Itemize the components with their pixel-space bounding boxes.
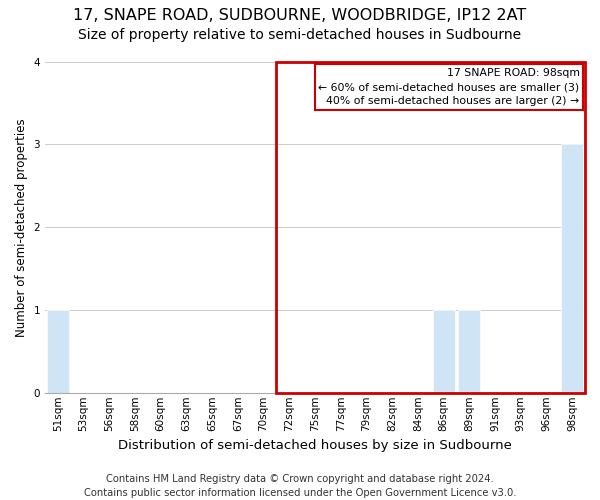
Bar	[433, 310, 455, 393]
X-axis label: Distribution of semi-detached houses by size in Sudbourne: Distribution of semi-detached houses by …	[118, 440, 512, 452]
Text: 17, SNAPE ROAD, SUDBOURNE, WOODBRIDGE, IP12 2AT: 17, SNAPE ROAD, SUDBOURNE, WOODBRIDGE, I…	[73, 8, 527, 22]
Text: 17 SNAPE ROAD: 98sqm
← 60% of semi-detached houses are smaller (3)
40% of semi-d: 17 SNAPE ROAD: 98sqm ← 60% of semi-detac…	[319, 68, 580, 106]
Bar	[47, 310, 69, 393]
Bar	[458, 310, 480, 393]
Text: Contains HM Land Registry data © Crown copyright and database right 2024.
Contai: Contains HM Land Registry data © Crown c…	[84, 474, 516, 498]
Bar	[277, 62, 585, 393]
Bar	[561, 144, 583, 393]
Y-axis label: Number of semi-detached properties: Number of semi-detached properties	[15, 118, 28, 336]
Text: Size of property relative to semi-detached houses in Sudbourne: Size of property relative to semi-detach…	[79, 28, 521, 42]
